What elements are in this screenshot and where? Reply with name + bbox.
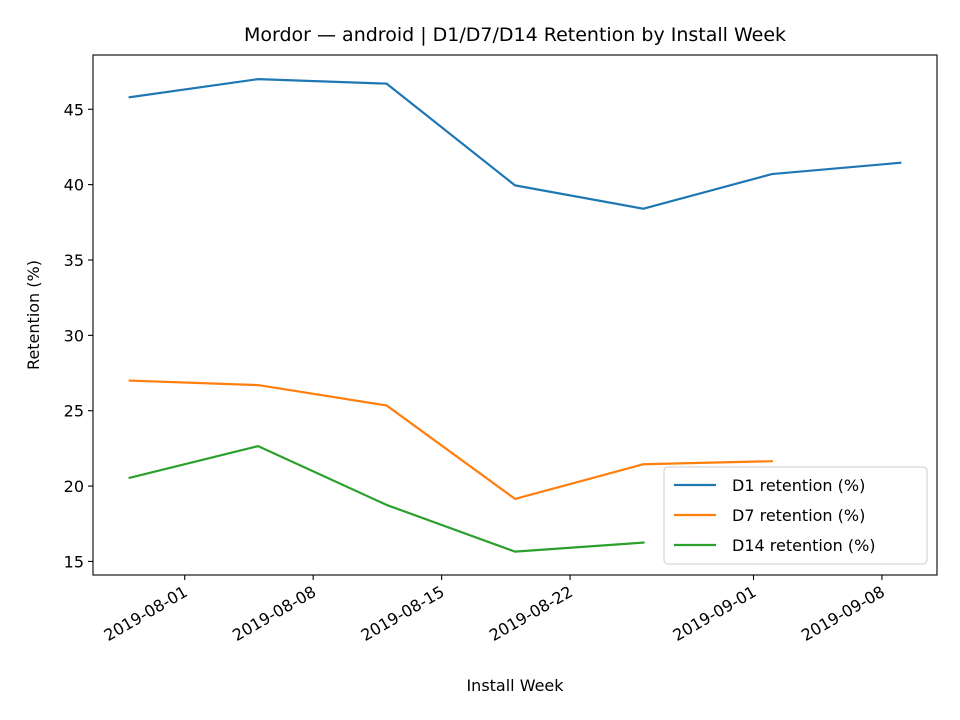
series-line-1 [128, 78, 902, 210]
x-tick-label: 2019-09-01 [669, 582, 759, 645]
chart-title: Mordor — android | D1/D7/D14 Retention b… [244, 24, 786, 46]
legend-label-2: D7 retention (%) [732, 506, 865, 525]
series-line-2 [128, 379, 773, 500]
plot-frame [92, 54, 938, 576]
x-tick-label: 2019-08-01 [101, 582, 191, 645]
legend-label-3: D14 retention (%) [732, 536, 876, 555]
x-tick-label: 2019-08-15 [358, 582, 448, 645]
y-tick-label: 20 [64, 477, 84, 496]
x-tick-label: 2019-09-08 [798, 582, 888, 645]
x-tick-label: 2019-08-22 [486, 582, 576, 645]
x-tick-label: 2019-08-08 [229, 582, 319, 645]
y-tick-label: 35 [64, 251, 84, 270]
y-tick-label: 25 [64, 402, 84, 421]
y-tick-label: 40 [64, 176, 84, 195]
series-line-3 [128, 445, 645, 553]
plot-area [128, 78, 902, 553]
x-axis-label: Install Week [466, 676, 564, 695]
legend-box [663, 466, 928, 565]
legend-label-1: D1 retention (%) [732, 476, 865, 495]
legend: D1 retention (%) D7 retention (%) D14 rete… [663, 466, 928, 565]
y-tick-label: 45 [64, 100, 84, 119]
y-tick-label: 30 [64, 326, 84, 345]
y-axis-label: Retention (%) [24, 260, 43, 370]
y-tick-label: 15 [64, 552, 84, 571]
